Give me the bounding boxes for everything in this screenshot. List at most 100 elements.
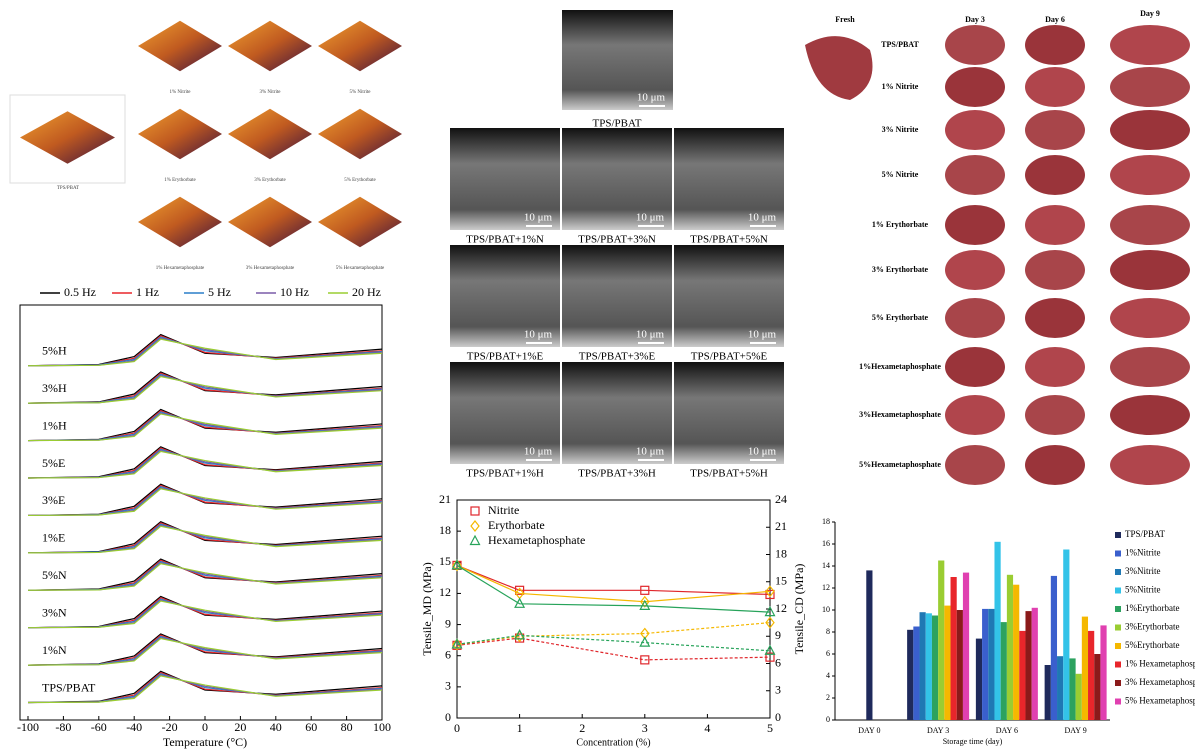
- row-label: 5%Hexametaphosphate: [859, 460, 941, 469]
- bar: [976, 639, 982, 720]
- x-tick-label: 5: [767, 721, 773, 735]
- bar: [1013, 585, 1019, 720]
- scale-bar-label: 10 μm: [636, 329, 665, 341]
- y-tick-label: 14: [822, 561, 830, 570]
- legend-swatch: [1115, 680, 1121, 686]
- meat-photo: [945, 445, 1005, 485]
- afm-surface: [318, 109, 402, 159]
- legend-label: Nitrite: [488, 503, 519, 517]
- bar: [866, 570, 872, 720]
- meat-photo: [1025, 250, 1085, 290]
- meat-photo: [1110, 395, 1190, 435]
- dma-curve: [28, 337, 382, 366]
- bar: [1100, 625, 1106, 720]
- meat-photo: [945, 395, 1005, 435]
- meat-photo: [1025, 205, 1085, 245]
- panel-label: 1%E: [42, 531, 65, 545]
- y-tick-label: 0: [445, 710, 451, 724]
- y2-tick-label: 3: [775, 683, 781, 697]
- plot-frame: [20, 305, 382, 720]
- dma-curve: [28, 636, 382, 665]
- meat-photo: [945, 205, 1005, 245]
- bar: [994, 542, 1000, 720]
- scale-bar-label: 10 μm: [524, 329, 553, 341]
- legend-swatch: [1115, 699, 1121, 705]
- bar: [938, 561, 944, 721]
- dma-curve: [28, 524, 382, 553]
- x-axis-title: Storage time (day): [943, 737, 1003, 746]
- afm-surface: [138, 109, 222, 159]
- meat-photo: [1025, 67, 1085, 107]
- meat-photo: [1025, 155, 1085, 195]
- fit-line: [457, 635, 770, 650]
- x-tick-label: -60: [91, 720, 107, 734]
- afm-label: 1% Erythorbate: [164, 178, 196, 183]
- legend-swatch: [1115, 643, 1121, 649]
- legend-swatch: [1115, 551, 1121, 557]
- bar: [1019, 631, 1025, 720]
- afm-label: 1% Nitrite: [170, 90, 192, 95]
- x-tick-label: -20: [162, 720, 178, 734]
- row-label: 5% Nitrite: [882, 170, 919, 179]
- y-tick-label: 0: [826, 715, 830, 724]
- afm-surface: [228, 109, 312, 159]
- x-tick-label: 20: [234, 720, 246, 734]
- afm-label: 5% Hexametaphosphate: [336, 266, 385, 271]
- panel-label: 1%H: [42, 418, 67, 432]
- sem-label: TPS/PBAT+3%N: [578, 234, 656, 246]
- bar: [932, 616, 938, 721]
- sem-label: TPS/PBAT+1%H: [466, 468, 544, 480]
- y-axis-title: Tensile_MD (MPa): [420, 562, 434, 655]
- legend-label: 3%Nitrite: [1125, 566, 1161, 576]
- bar: [907, 630, 913, 720]
- bar: [963, 573, 969, 720]
- meat-photo: [1110, 67, 1190, 107]
- sem-label: TPS/PBAT+5%H: [690, 468, 768, 480]
- x-tick-label: -100: [17, 720, 39, 734]
- y2-axis-title: Tensile_CD (MPa): [792, 564, 806, 655]
- scale-bar-label: 10 μm: [524, 446, 553, 458]
- marker: [515, 599, 524, 608]
- meat-photo: [945, 67, 1005, 107]
- row-label: 1% Nitrite: [882, 82, 919, 91]
- y-tick-label: 12: [822, 583, 830, 592]
- bar: [913, 627, 919, 721]
- y-tick-label: 2: [826, 693, 830, 702]
- row-label: 3% Nitrite: [882, 125, 919, 134]
- bar: [1007, 575, 1013, 720]
- afm-surface: [318, 197, 402, 247]
- meat-photo: [1025, 347, 1085, 387]
- scale-bar-label: 10 μm: [636, 446, 665, 458]
- fit-line: [457, 565, 770, 612]
- bar: [957, 610, 963, 720]
- legend-label: Hexametaphosphate: [488, 533, 585, 547]
- panel-label: 5%N: [42, 568, 67, 582]
- y-tick-label: 6: [445, 647, 451, 661]
- y-tick-label: 18: [439, 523, 451, 537]
- y2-tick-label: 15: [775, 574, 787, 588]
- x-tick-label: DAY 0: [858, 726, 880, 735]
- meat-photo: [1025, 298, 1085, 338]
- y-tick-label: 8: [826, 627, 830, 636]
- x-tick-label: 80: [341, 720, 353, 734]
- meat-photo: [805, 36, 873, 100]
- column-header: Day 9: [1140, 9, 1160, 18]
- sem-label: TPS/PBAT+1%E: [467, 351, 544, 363]
- x-tick-label: DAY 6: [996, 726, 1018, 735]
- y-tick-label: 6: [826, 649, 830, 658]
- meat-photo: [1025, 25, 1085, 65]
- afm-surface: [138, 197, 222, 247]
- y-tick-label: 15: [439, 554, 451, 568]
- sem-label: TPS/PBAT+5%E: [691, 351, 768, 363]
- x-tick-label: 4: [704, 721, 710, 735]
- bar: [988, 609, 994, 720]
- x-tick-label: -80: [55, 720, 71, 734]
- legend-swatch: [1115, 532, 1121, 538]
- row-label: 3% Erythorbate: [872, 265, 929, 274]
- meat-photo: [945, 25, 1005, 65]
- scale-bar-label: 10 μm: [748, 446, 777, 458]
- y-tick-label: 18: [822, 517, 830, 526]
- legend-label: TPS/PBAT: [1125, 529, 1166, 539]
- legend-label: 5% Hexametaphosphate: [1125, 696, 1195, 706]
- legend-label: 10 Hz: [280, 285, 309, 299]
